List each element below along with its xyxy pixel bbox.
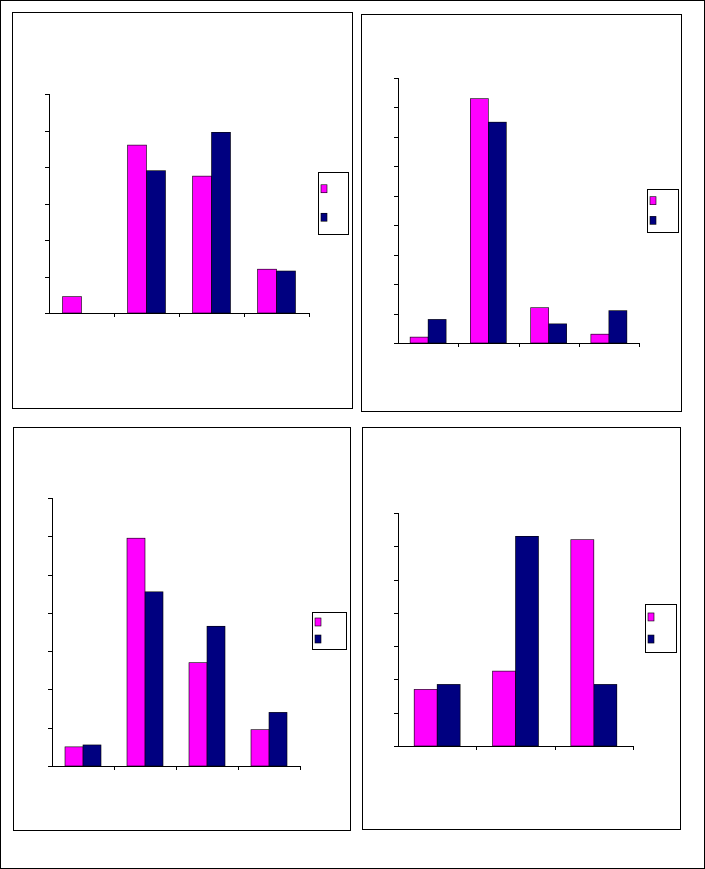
bar-series-1-cat-2 bbox=[492, 670, 516, 747]
bar-series-1-cat-2 bbox=[126, 537, 146, 767]
bar-series-1-cat-3 bbox=[188, 662, 208, 767]
legend-swatch-series-2 bbox=[314, 634, 322, 644]
bar-series-2-cat-3 bbox=[548, 323, 567, 344]
bar-series-2-cat-1 bbox=[82, 744, 102, 767]
chart-panel-border bbox=[361, 14, 682, 412]
bar-series-1-cat-1 bbox=[64, 746, 84, 767]
bar-series-1-cat-4 bbox=[257, 268, 277, 314]
legend-box bbox=[647, 189, 679, 233]
legend-swatch-series-1 bbox=[649, 196, 657, 205]
bar-series-2-cat-1 bbox=[427, 319, 447, 344]
legend bbox=[647, 189, 679, 233]
chart-panel-border bbox=[13, 427, 351, 831]
bar-series-1-cat-3 bbox=[570, 539, 595, 747]
bar-series-1-cat-1 bbox=[409, 336, 429, 344]
chart-panel-border bbox=[362, 427, 681, 830]
bar-series-2-cat-3 bbox=[206, 625, 226, 767]
bar-series-1-cat-3 bbox=[530, 307, 549, 344]
chart-4 bbox=[362, 427, 681, 830]
bar-series-2-cat-2 bbox=[515, 535, 539, 747]
chart-3 bbox=[13, 427, 351, 831]
chart-1 bbox=[12, 12, 353, 409]
bar-series-2-cat-1 bbox=[436, 684, 461, 747]
legend-swatch-series-2 bbox=[649, 216, 657, 225]
bar-series-2-cat-4 bbox=[276, 270, 296, 314]
bar-series-2-cat-2 bbox=[144, 591, 164, 767]
legend bbox=[312, 612, 347, 650]
bar-series-2-cat-2 bbox=[146, 170, 166, 314]
bar-series-1-cat-2 bbox=[470, 98, 489, 344]
bar-series-2-cat-4 bbox=[608, 310, 628, 344]
chart-panel-border bbox=[12, 12, 353, 409]
bar-series-1-cat-4 bbox=[590, 333, 610, 344]
bar-series-1-cat-3 bbox=[192, 175, 212, 314]
legend-box bbox=[645, 604, 677, 653]
bar-series-2-cat-2 bbox=[488, 121, 507, 344]
legend-swatch-series-2 bbox=[320, 212, 328, 222]
bar-series-2-cat-3 bbox=[211, 132, 231, 314]
legend-swatch-series-1 bbox=[647, 612, 655, 622]
legend bbox=[645, 604, 677, 653]
bar-series-2-cat-3 bbox=[593, 684, 618, 747]
legend-swatch-series-1 bbox=[320, 184, 328, 194]
bar-series-1-cat-1 bbox=[62, 296, 82, 314]
bar-series-1-cat-2 bbox=[127, 144, 147, 314]
chart-2 bbox=[361, 14, 682, 412]
legend-swatch-series-1 bbox=[314, 617, 322, 627]
legend bbox=[318, 172, 349, 235]
legend-box bbox=[318, 172, 349, 235]
bar-series-1-cat-4 bbox=[250, 729, 270, 767]
bar-series-2-cat-4 bbox=[268, 712, 288, 767]
bar-series-1-cat-1 bbox=[413, 689, 438, 747]
legend-swatch-series-2 bbox=[647, 634, 655, 644]
